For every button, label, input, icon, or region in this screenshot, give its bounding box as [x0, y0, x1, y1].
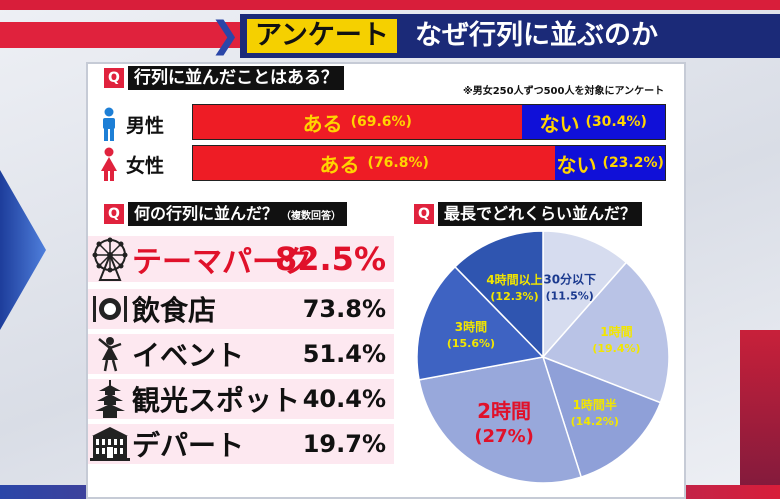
bar-no-label: ない [539, 111, 580, 136]
pie-slice [541, 261, 670, 404]
header-banner: ❯ アンケート なぜ行列に並ぶのか [0, 14, 780, 58]
stacked-bar-female: ある (76.8%) ない (23.2%) [192, 145, 666, 181]
question-1: Q 行列に並んだことはある？ [104, 66, 344, 90]
pie-slice [416, 265, 545, 381]
list-item: テーマパーク 82.5% [88, 236, 394, 282]
pie-slice [418, 356, 583, 484]
bar-yes-label: ある [319, 152, 360, 177]
pagoda-icon [88, 379, 132, 419]
female-icon [100, 147, 118, 181]
list-item: イベント 51.4% [88, 334, 394, 374]
gender-label: 男性 [126, 114, 165, 137]
pie-slice-value: (19.4%) [592, 342, 640, 355]
page-title: なぜ行列に並ぶのか [415, 20, 658, 51]
question-text-main: 何の行列に並んだ？ [134, 204, 279, 223]
bar-yes-label: ある [302, 111, 343, 136]
pie-slice [453, 230, 544, 359]
question-badge: Q [414, 204, 434, 224]
question-text: 行列に並んだことはある？ [128, 66, 344, 90]
pie-slice-label: 1時間 [600, 324, 632, 339]
list-item-pct: 19.7% [302, 430, 386, 458]
header-badge: アンケート [247, 19, 397, 53]
chevron-right-icon: ❯ [210, 15, 241, 56]
list-item-name: テーマパーク [132, 245, 312, 280]
pie-chart: 30分以下 (11.5%) 1時間 (19.4%) 1時間半 (14.2%) 2時間 (27%… [416, 230, 670, 484]
dancer-icon [88, 334, 132, 374]
question-3: Q 最長でどれくらい並んだ？ [414, 202, 643, 226]
list-item-name: デパート [132, 429, 245, 462]
pie-slice-label: 2時間 [477, 399, 531, 423]
question-text: 最長でどれくらい並んだ？ [438, 202, 643, 226]
bar-no-pct: (30.4%) [585, 114, 647, 130]
question-note: （複数回答） [281, 211, 342, 222]
row-background [88, 289, 394, 329]
stacked-bar-male: ある (69.6%) ない (30.4%) [192, 104, 666, 140]
bar-segment-no: ない (23.2%) [555, 146, 665, 180]
gender-label: 女性 [126, 154, 165, 177]
list-item-pct: 73.8% [302, 295, 386, 323]
pie-slice-value: (12.3%) [490, 290, 538, 303]
bar-yes-pct: (69.6%) [350, 114, 412, 130]
bar-no-pct: (23.2%) [602, 155, 664, 171]
bar-segment-yes: ある (69.6%) [193, 105, 522, 139]
list-item-pct: 40.4% [302, 385, 386, 413]
row-background [88, 236, 394, 282]
gender-row-female: 女性 [100, 147, 164, 181]
ferris-wheel-icon [88, 237, 132, 281]
pie-slice-label: 1時間半 [573, 397, 617, 412]
pie-slice-value: (11.5%) [546, 289, 594, 302]
list-item-pct: 51.4% [302, 340, 386, 368]
decor-arrow-left [0, 170, 46, 330]
pie-slice-label: 30分以下 [543, 271, 596, 286]
survey-note: ※男女250人ずつ500人を対象にアンケート [463, 86, 665, 97]
bar-segment-yes: ある (76.8%) [193, 146, 556, 180]
question-badge: Q [104, 68, 124, 88]
list-item-name: 飲食店 [132, 294, 217, 327]
bar-yes-pct: (76.8%) [367, 155, 429, 171]
row-background [88, 424, 394, 464]
question-text: 何の行列に並んだ？ （複数回答） [128, 202, 348, 226]
list-item-pct: 82.5% [274, 240, 386, 278]
department-store-icon [88, 424, 132, 464]
list-item-name: イベント [132, 339, 245, 372]
pie-slice-value: (15.6%) [447, 337, 495, 350]
bar-no-label: ない [556, 152, 597, 177]
list-item-name: 観光スポット [132, 384, 301, 417]
dining-plate-icon [88, 289, 132, 329]
row-background [88, 334, 394, 374]
pie-slice-label: 3時間 [455, 319, 487, 334]
male-icon [100, 107, 118, 141]
pie-slice-label: 4時間以上 [486, 272, 542, 287]
decor-stripe-right [740, 330, 780, 499]
pie-slice [542, 230, 628, 359]
bar-segment-no: ない (30.4%) [521, 105, 665, 139]
decor-stripe-top [0, 0, 780, 10]
header-red-band [0, 22, 240, 48]
pie-slice-value: (14.2%) [571, 415, 619, 428]
gender-row-male: 男性 [100, 107, 164, 141]
list-item: 観光スポット 40.4% [88, 379, 394, 419]
list-item: 飲食店 73.8% [88, 289, 394, 329]
question-badge: Q [104, 204, 124, 224]
pie-slice-value: (27%) [474, 426, 534, 447]
question-2: Q 何の行列に並んだ？ （複数回答） [104, 202, 348, 226]
row-background [88, 379, 394, 419]
list-item: デパート 19.7% [88, 424, 394, 464]
